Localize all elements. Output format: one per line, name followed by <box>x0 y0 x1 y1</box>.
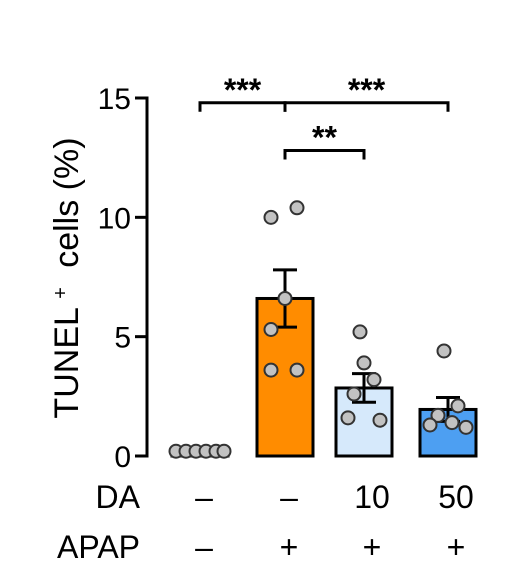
y-axis-label-main: TUNEL <box>48 308 86 419</box>
data-point-2-4 <box>263 322 279 338</box>
data-point-2-6 <box>289 362 305 378</box>
data-point-4-5 <box>422 417 438 433</box>
y-tick-label-10: 10 <box>98 202 131 235</box>
condition-value-da-1: – <box>195 479 213 515</box>
condition-value-da-4: 50 <box>438 479 474 515</box>
y-tick-label-5: 5 <box>114 322 131 355</box>
condition-labels: DA – – 10 50 APAP – + + + <box>57 479 474 565</box>
data-points <box>168 200 474 459</box>
y-axis-label: TUNEL + cells (%) <box>48 137 86 418</box>
y-axis: 0 5 10 15 <box>98 83 149 474</box>
condition-value-apap-3: + <box>363 529 382 565</box>
condition-value-apap-4: + <box>447 529 466 565</box>
condition-row-label-apap: APAP <box>57 529 140 565</box>
data-point-4-2 <box>450 398 466 414</box>
y-axis-label-suffix: cells (%) <box>48 137 86 267</box>
data-point-4-6 <box>458 419 474 435</box>
significance-label-2: *** <box>348 72 386 108</box>
data-point-2-1 <box>263 209 279 225</box>
condition-value-apap-1: – <box>195 529 213 565</box>
significance-brackets: *** ***** <box>198 72 450 160</box>
data-point-3-2 <box>356 355 372 371</box>
significance-bracket-3 <box>283 149 366 160</box>
y-tick-label-0: 0 <box>114 441 131 474</box>
data-point-3-6 <box>372 412 388 428</box>
condition-value-da-2: – <box>280 479 298 515</box>
significance-label-3: ** <box>312 120 337 156</box>
data-point-3-3 <box>366 372 382 388</box>
significance-label-1: *** <box>224 72 262 108</box>
condition-value-da-3: 10 <box>354 479 390 515</box>
data-point-2-5 <box>263 362 279 378</box>
data-point-4-3 <box>430 407 446 423</box>
data-point-3-4 <box>346 386 362 402</box>
significance-bracket-2 <box>283 101 450 112</box>
y-axis-label-superscript: + <box>50 287 72 299</box>
data-point-1-6 <box>216 443 232 459</box>
condition-value-apap-2: + <box>280 529 299 565</box>
data-point-4-4 <box>444 415 460 431</box>
data-point-2-3 <box>277 290 293 306</box>
condition-row-label-da: DA <box>96 479 141 515</box>
data-point-4-1 <box>436 343 452 359</box>
y-tick-label-15: 15 <box>98 83 131 116</box>
data-point-2-2 <box>289 200 305 216</box>
data-point-3-1 <box>352 324 368 340</box>
data-point-3-5 <box>340 410 356 426</box>
